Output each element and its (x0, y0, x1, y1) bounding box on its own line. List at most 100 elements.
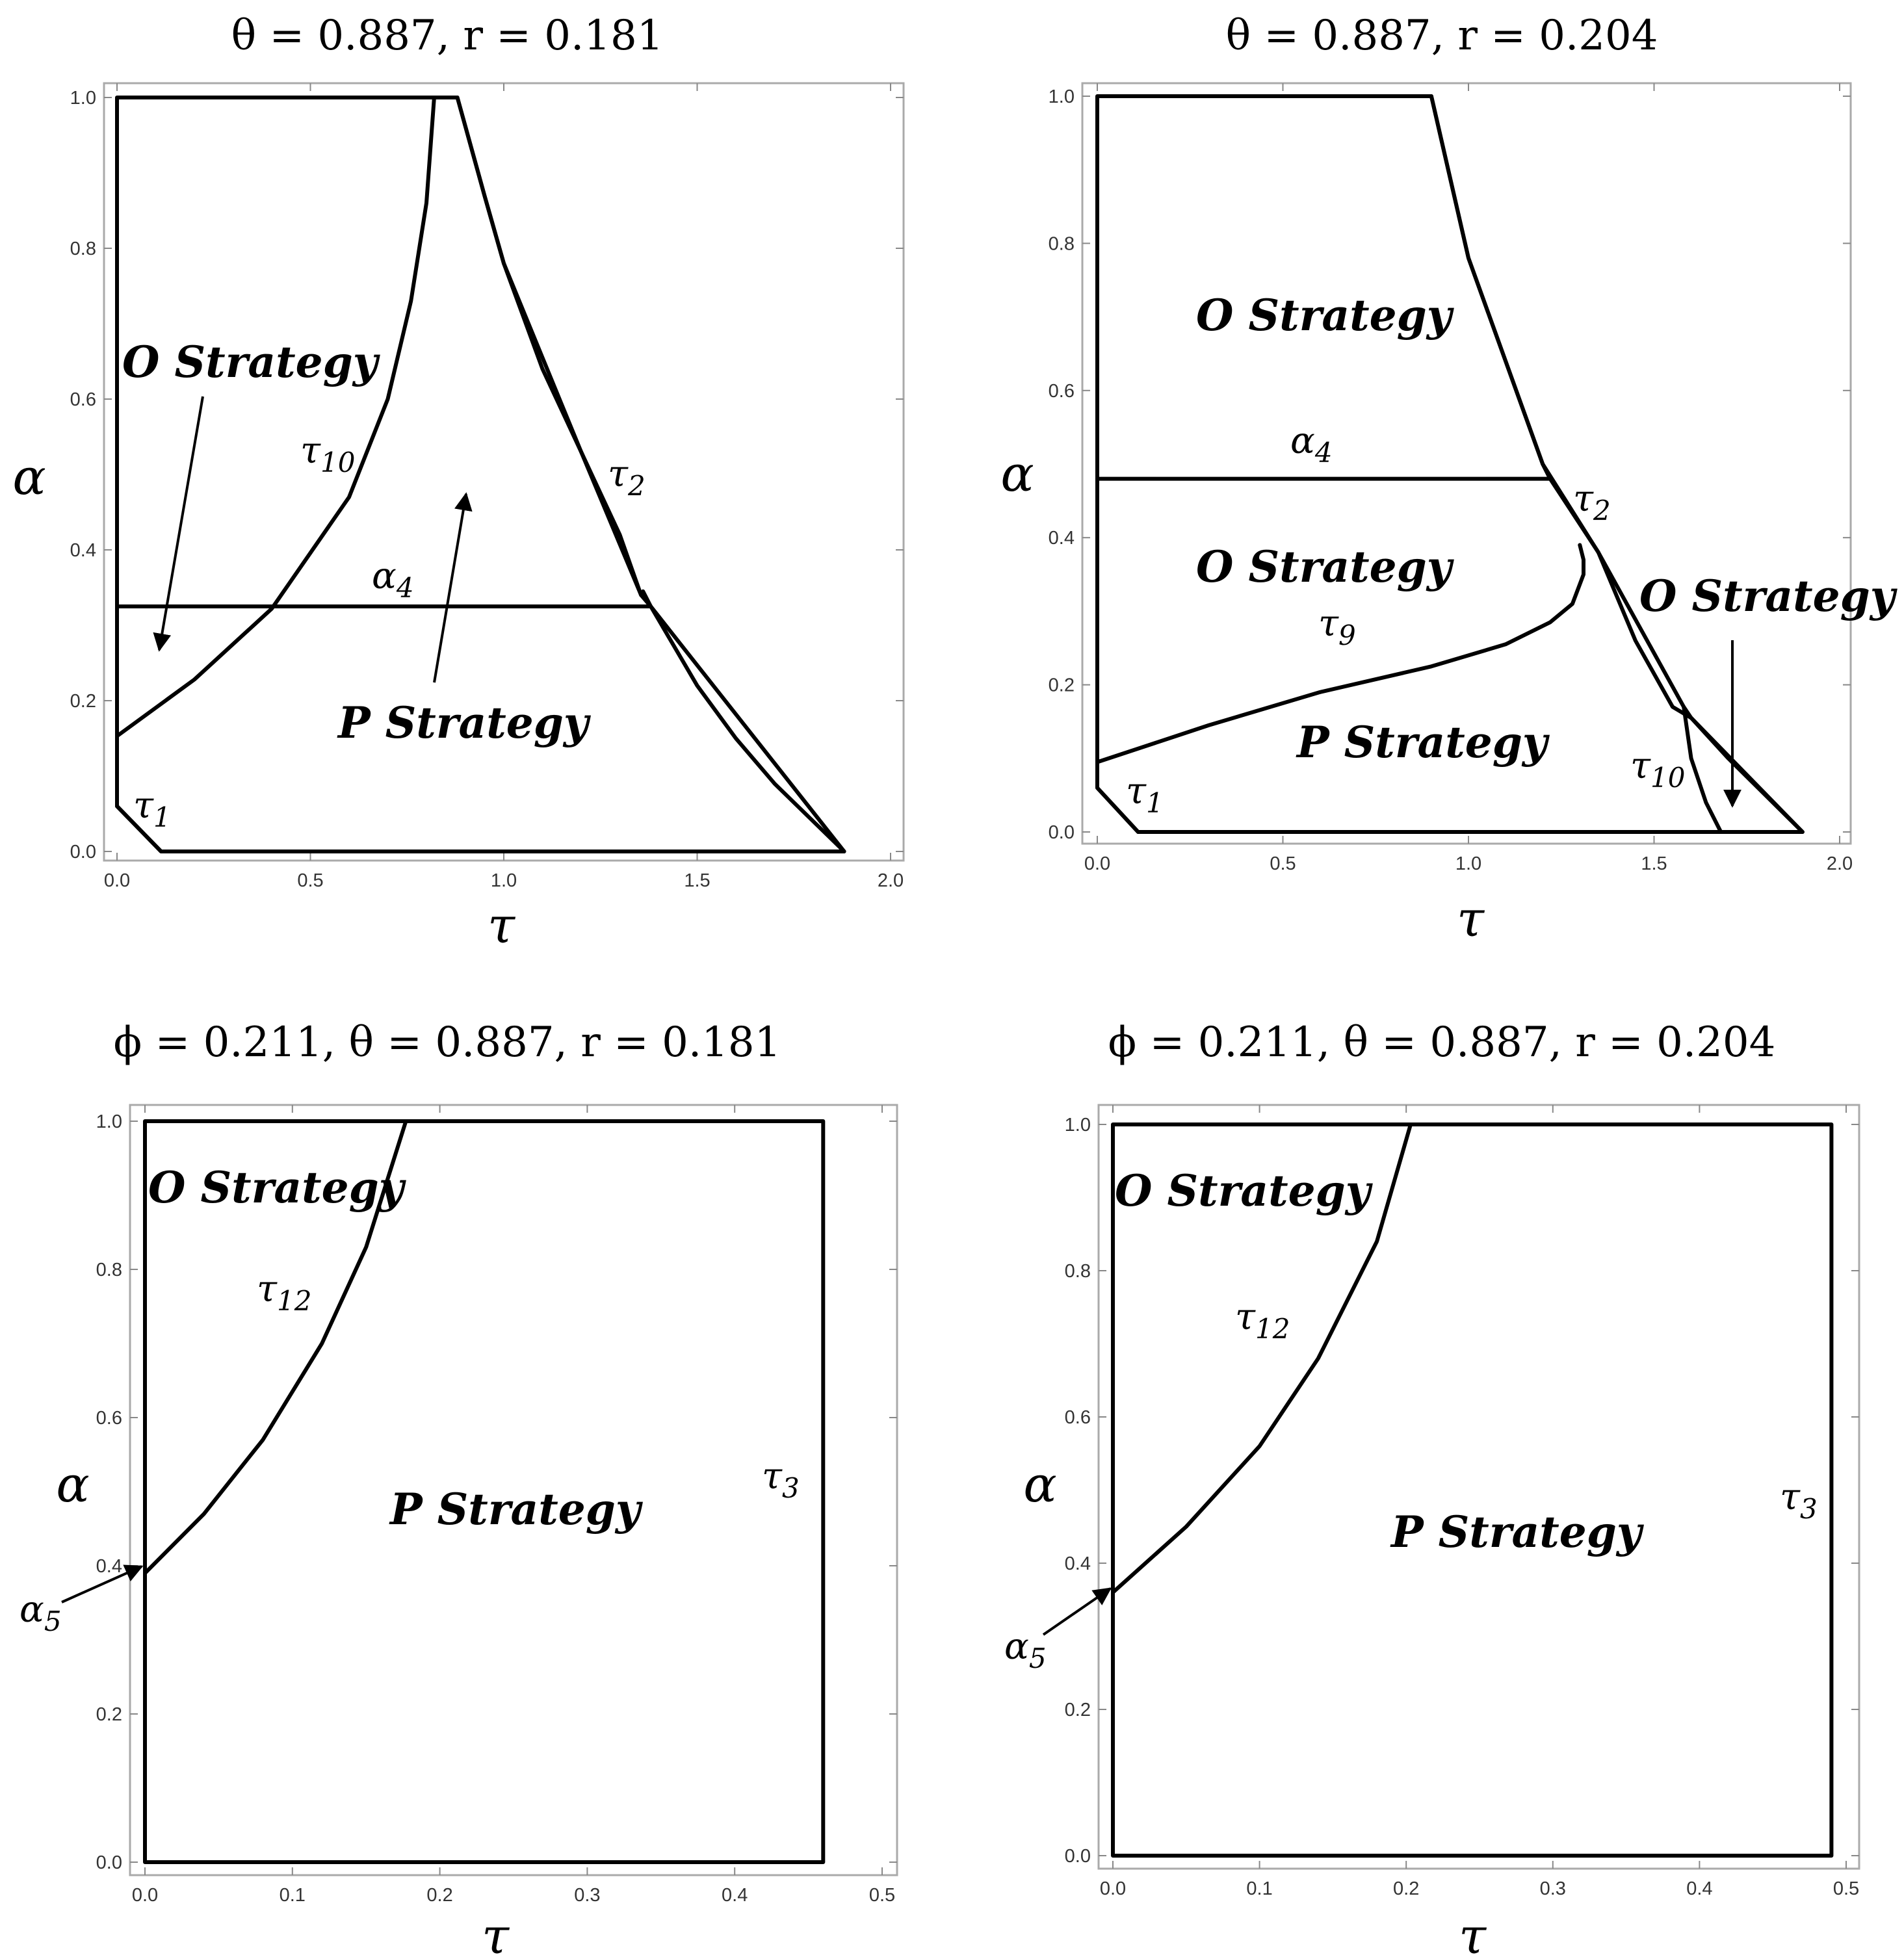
y-tick-label: 0.8 (70, 239, 96, 259)
region-label-o-strategy-right: O Strategy (1639, 571, 1898, 621)
arrow-o-strategy (153, 396, 204, 652)
series-line-τ1 (1095, 786, 1140, 834)
curve-label-base: τ (300, 430, 321, 472)
y-tick-label: 0.0 (1049, 822, 1075, 843)
y-tick-label: 0.6 (1049, 381, 1075, 402)
x-axis-label: τ (1457, 890, 1485, 948)
arrow-alpha5 (61, 1564, 144, 1603)
y-tick-label: 0.6 (1065, 1407, 1091, 1428)
curve-label-base: τ (257, 1268, 278, 1310)
x-tick-label: 2.0 (878, 870, 904, 891)
x-tick-label: 0.5 (297, 870, 323, 891)
series-line-τ2 (455, 96, 846, 853)
curve-label-tau9: τ9 (1318, 603, 1356, 651)
x-tick-label: 0.0 (1100, 1878, 1126, 1899)
y-tick-label: 0.0 (1065, 1846, 1091, 1867)
curve-label-tau12: τ12 (1235, 1296, 1290, 1345)
axis-ticks: 0.0 0.5 1.0 1.5 2.0 0.0 0.2 0.4 0.6 0.8 1.0 (1049, 83, 1853, 874)
region-label-o-strategy: O Strategy (1115, 1165, 1374, 1216)
y-tick-label: 0.8 (96, 1260, 122, 1280)
curve-label-alpha5: α5 (1004, 1626, 1047, 1674)
curve-label-base: α (1004, 1626, 1029, 1668)
series-group (1111, 1122, 1834, 1858)
chart-title: θ = 0.887, r = 0.204 (1226, 12, 1658, 60)
x-tick-label: 1.0 (1455, 853, 1481, 874)
x-tick-label: 2.0 (1827, 853, 1853, 874)
curve-label-subscript: 3 (782, 1472, 800, 1504)
region-label-o-strategy: O Strategy (122, 337, 381, 387)
curve-label-tau1: τ1 (133, 785, 171, 833)
chart-panel-top-right: θ = 0.887, r = 0.204 0.0 0.5 1.0 1.5 2.00.00… (1000, 12, 1897, 948)
curve-label-subscript: 4 (396, 572, 414, 604)
chart-panel-top-left: θ = 0.887, r = 0.181 0.0 0.5 1.0 1.5 2.00.00… (12, 12, 905, 954)
curve-label-subscript: 12 (277, 1285, 311, 1317)
curve-label-tau2: τ2 (1573, 478, 1611, 526)
curve-label-tau10: τ10 (300, 430, 355, 478)
arrow-alpha5 (1042, 1587, 1112, 1636)
series-line-τ10 (1682, 705, 1723, 834)
curve-label-alpha4: α4 (1290, 420, 1333, 469)
y-axis-label: α (1000, 445, 1034, 502)
y-tick-label: 0.0 (70, 842, 96, 863)
chart-title: θ = 0.887, r = 0.181 (231, 12, 664, 60)
series-group (143, 1119, 826, 1864)
series-line-boundary (1111, 1122, 1834, 1858)
series-group (1095, 94, 1805, 834)
y-tick-label: 0.4 (96, 1556, 122, 1577)
x-tick-label: 0.2 (426, 1885, 452, 1906)
curve-label-base: τ (133, 785, 154, 827)
curve-label-subscript: 1 (1146, 787, 1164, 819)
series-line-τ9 (1095, 543, 1585, 764)
chart-panel-bottom-left: ϕ = 0.211, θ = 0.887, r = 0.181 0.0 0.1 0.… (20, 1018, 898, 1959)
x-axis-label: τ (488, 896, 516, 954)
x-tick-label: 0.0 (132, 1885, 158, 1906)
x-tick-label: 0.1 (1246, 1878, 1272, 1899)
curve-label-tau3: τ3 (1780, 1476, 1818, 1525)
curve-label-tau3: τ3 (762, 1455, 800, 1504)
y-tick-label: 1.0 (70, 88, 96, 109)
curve-label-base: τ (1630, 745, 1651, 787)
curve-label-alpha4: α4 (372, 555, 414, 604)
x-tick-label: 1.0 (491, 870, 517, 891)
axis-ticks: 0.0 0.5 1.0 1.5 2.0 0.0 0.2 0.4 0.6 0.8 1.0 (70, 83, 904, 891)
curve-label-alpha5: α5 (20, 1589, 62, 1637)
curve-label-base: τ (762, 1455, 783, 1498)
x-tick-label: 0.3 (1540, 1878, 1566, 1899)
plot-frame (129, 1104, 898, 1876)
curve-label-tau2: τ2 (608, 453, 646, 502)
y-tick-label: 0.2 (70, 691, 96, 712)
x-tick-label: 0.4 (722, 1885, 748, 1906)
y-axis-label: α (56, 1455, 89, 1513)
x-tick-label: 0.5 (1270, 853, 1296, 874)
x-tick-label: 0.3 (574, 1885, 600, 1906)
y-tick-label: 0.8 (1049, 233, 1075, 254)
x-tick-label: 0.2 (1393, 1878, 1419, 1899)
curve-label-base: τ (1573, 478, 1594, 520)
series-line-τ12 (1111, 1122, 1413, 1594)
y-tick-label: 0.2 (1049, 675, 1075, 696)
region-label-p-strategy: P Strategy (1390, 1507, 1645, 1557)
y-axis-label: α (12, 448, 46, 506)
x-tick-label: 0.5 (1833, 1878, 1859, 1899)
series-line-τ12 (143, 1119, 408, 1576)
curve-label-subscript: 10 (320, 447, 355, 478)
series-line-τ1 (115, 804, 163, 853)
y-axis-label: α (1023, 1455, 1056, 1513)
axis-ticks: 0.0 0.1 0.2 0.3 0.4 0.5 0.0 0.2 0.4 0.6 0.8 1.0 (96, 1105, 897, 1906)
y-tick-label: 1.0 (1065, 1115, 1091, 1135)
curve-label-base: τ (1780, 1476, 1801, 1518)
y-tick-label: 0.6 (96, 1408, 122, 1429)
curve-label-subscript: 3 (1800, 1493, 1818, 1525)
curve-label-base: τ (608, 453, 629, 495)
x-tick-label: 0.0 (104, 870, 130, 891)
curve-label-subscript: 2 (1593, 495, 1611, 526)
curve-label-subscript: 2 (627, 470, 646, 502)
y-tick-label: 0.0 (96, 1852, 122, 1873)
curve-label-subscript: 1 (153, 801, 171, 833)
axis-ticks: 0.0 0.1 0.2 0.3 0.4 0.5 0.0 0.2 0.4 0.6 0.8 1.0 (1065, 1105, 1859, 1899)
curve-label-subscript: 12 (1255, 1313, 1290, 1345)
y-tick-label: 0.6 (70, 389, 96, 410)
curve-label-subscript: 10 (1650, 762, 1685, 794)
chart-title: ϕ = 0.211, θ = 0.887, r = 0.204 (1108, 1018, 1776, 1067)
